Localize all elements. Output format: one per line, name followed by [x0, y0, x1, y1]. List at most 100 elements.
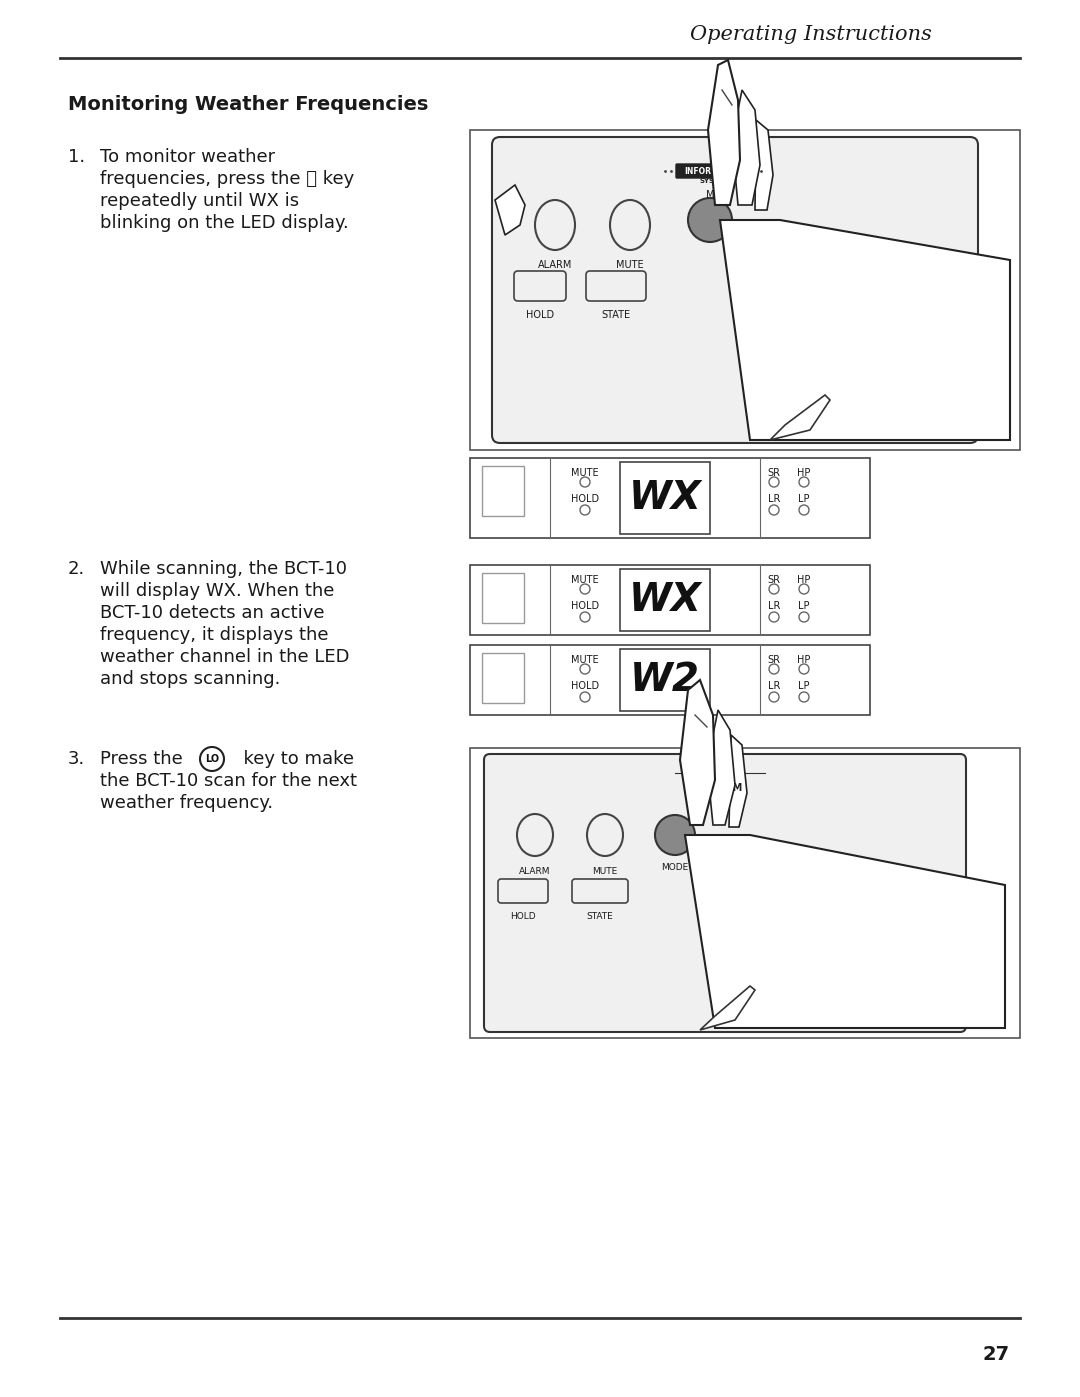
Bar [482, 573, 524, 623]
Circle shape [799, 476, 809, 488]
Text: To monitor weather: To monitor weather [100, 148, 275, 166]
Circle shape [769, 504, 779, 515]
Circle shape [769, 584, 779, 594]
Circle shape [769, 664, 779, 673]
Text: MODE: MODE [661, 863, 689, 872]
Ellipse shape [588, 814, 623, 856]
Polygon shape [685, 835, 1005, 1028]
Bar [470, 458, 870, 538]
Ellipse shape [517, 814, 553, 856]
Text: MUTE: MUTE [571, 576, 598, 585]
Text: LP: LP [798, 601, 810, 610]
Circle shape [769, 612, 779, 622]
Bar [620, 569, 710, 631]
FancyBboxPatch shape [586, 271, 646, 300]
Polygon shape [729, 735, 747, 827]
Text: SR: SR [768, 468, 781, 478]
Circle shape [799, 612, 809, 622]
Text: HP: HP [797, 468, 811, 478]
Text: SR: SR [768, 655, 781, 665]
Text: 1.: 1. [68, 148, 85, 166]
Text: blinking on the LED display.: blinking on the LED display. [100, 214, 349, 232]
Polygon shape [495, 184, 525, 235]
Bar [470, 645, 870, 715]
Text: HIGHWAY: HIGHWAY [697, 168, 733, 173]
Circle shape [580, 476, 590, 488]
Circle shape [580, 664, 590, 673]
Polygon shape [680, 680, 715, 826]
Polygon shape [755, 120, 773, 210]
Bar [470, 747, 1020, 1038]
Polygon shape [732, 89, 760, 205]
Text: weather channel in the LED: weather channel in the LED [100, 648, 350, 666]
FancyBboxPatch shape [572, 879, 627, 902]
Circle shape [688, 198, 732, 242]
Text: LR: LR [768, 680, 780, 692]
Text: SYSTEM: SYSTEM [698, 782, 742, 793]
Text: HP: HP [797, 655, 811, 665]
Text: BCT-10 detects an active: BCT-10 detects an active [100, 604, 324, 622]
Ellipse shape [610, 200, 650, 250]
Text: HOLD: HOLD [571, 495, 599, 504]
Text: Press the: Press the [100, 750, 189, 768]
Polygon shape [770, 395, 831, 440]
Text: M: M [705, 190, 714, 200]
Polygon shape [708, 60, 740, 205]
Text: WX: WX [629, 479, 701, 517]
Text: Operating Instructions: Operating Instructions [690, 25, 932, 45]
Text: HOLD: HOLD [571, 680, 599, 692]
Polygon shape [707, 710, 735, 826]
Circle shape [799, 584, 809, 594]
Text: will display WX. When the: will display WX. When the [100, 583, 335, 599]
Circle shape [580, 584, 590, 594]
Text: STATE: STATE [586, 912, 613, 921]
Text: frequency, it displays the: frequency, it displays the [100, 626, 328, 644]
Text: HOLD: HOLD [510, 912, 536, 921]
Text: HP: HP [797, 576, 811, 585]
Polygon shape [700, 986, 755, 1030]
Circle shape [580, 612, 590, 622]
Text: Monitoring Weather Frequencies: Monitoring Weather Frequencies [68, 95, 429, 115]
FancyBboxPatch shape [498, 879, 548, 902]
Text: WX: WX [629, 581, 701, 619]
Text: and stops scanning.: and stops scanning. [100, 671, 281, 687]
Text: LP: LP [798, 495, 810, 504]
Text: 2.: 2. [68, 560, 85, 578]
Text: While scanning, the BCT-10: While scanning, the BCT-10 [100, 560, 347, 578]
Bar [482, 467, 524, 515]
Circle shape [769, 692, 779, 703]
Text: MUTE: MUTE [571, 655, 598, 665]
Bar [620, 650, 710, 711]
Text: MUTE: MUTE [617, 260, 644, 270]
Text: MUTE: MUTE [592, 868, 618, 876]
Bar [482, 652, 524, 703]
Text: the BCT-10 scan for the next: the BCT-10 scan for the next [100, 773, 357, 789]
Text: LO: LO [205, 754, 219, 764]
Circle shape [200, 747, 224, 771]
Polygon shape [720, 219, 1010, 440]
Text: INFORMATION: INFORMATION [685, 166, 745, 176]
Text: SR: SR [768, 576, 781, 585]
Text: frequencies, press the Ⓜ key: frequencies, press the Ⓜ key [100, 170, 354, 189]
Text: repeatedly until WX is: repeatedly until WX is [100, 191, 299, 210]
Text: ALARM: ALARM [538, 260, 572, 270]
FancyBboxPatch shape [676, 163, 754, 177]
Text: LP: LP [798, 680, 810, 692]
Text: weather frequency.: weather frequency. [100, 793, 273, 812]
Text: ALARM: ALARM [519, 868, 551, 876]
Circle shape [580, 504, 590, 515]
Text: HOLD: HOLD [571, 601, 599, 610]
Circle shape [799, 504, 809, 515]
FancyBboxPatch shape [484, 754, 966, 1032]
FancyBboxPatch shape [514, 271, 566, 300]
Circle shape [799, 692, 809, 703]
Text: SYSTEM: SYSTEM [699, 177, 731, 184]
Text: STATE: STATE [602, 310, 631, 320]
Circle shape [769, 476, 779, 488]
Bar [470, 564, 870, 636]
Text: LR: LR [768, 495, 780, 504]
Text: LR: LR [768, 601, 780, 610]
Text: key to make: key to make [232, 750, 354, 768]
Circle shape [654, 814, 696, 855]
Bar [620, 462, 710, 534]
